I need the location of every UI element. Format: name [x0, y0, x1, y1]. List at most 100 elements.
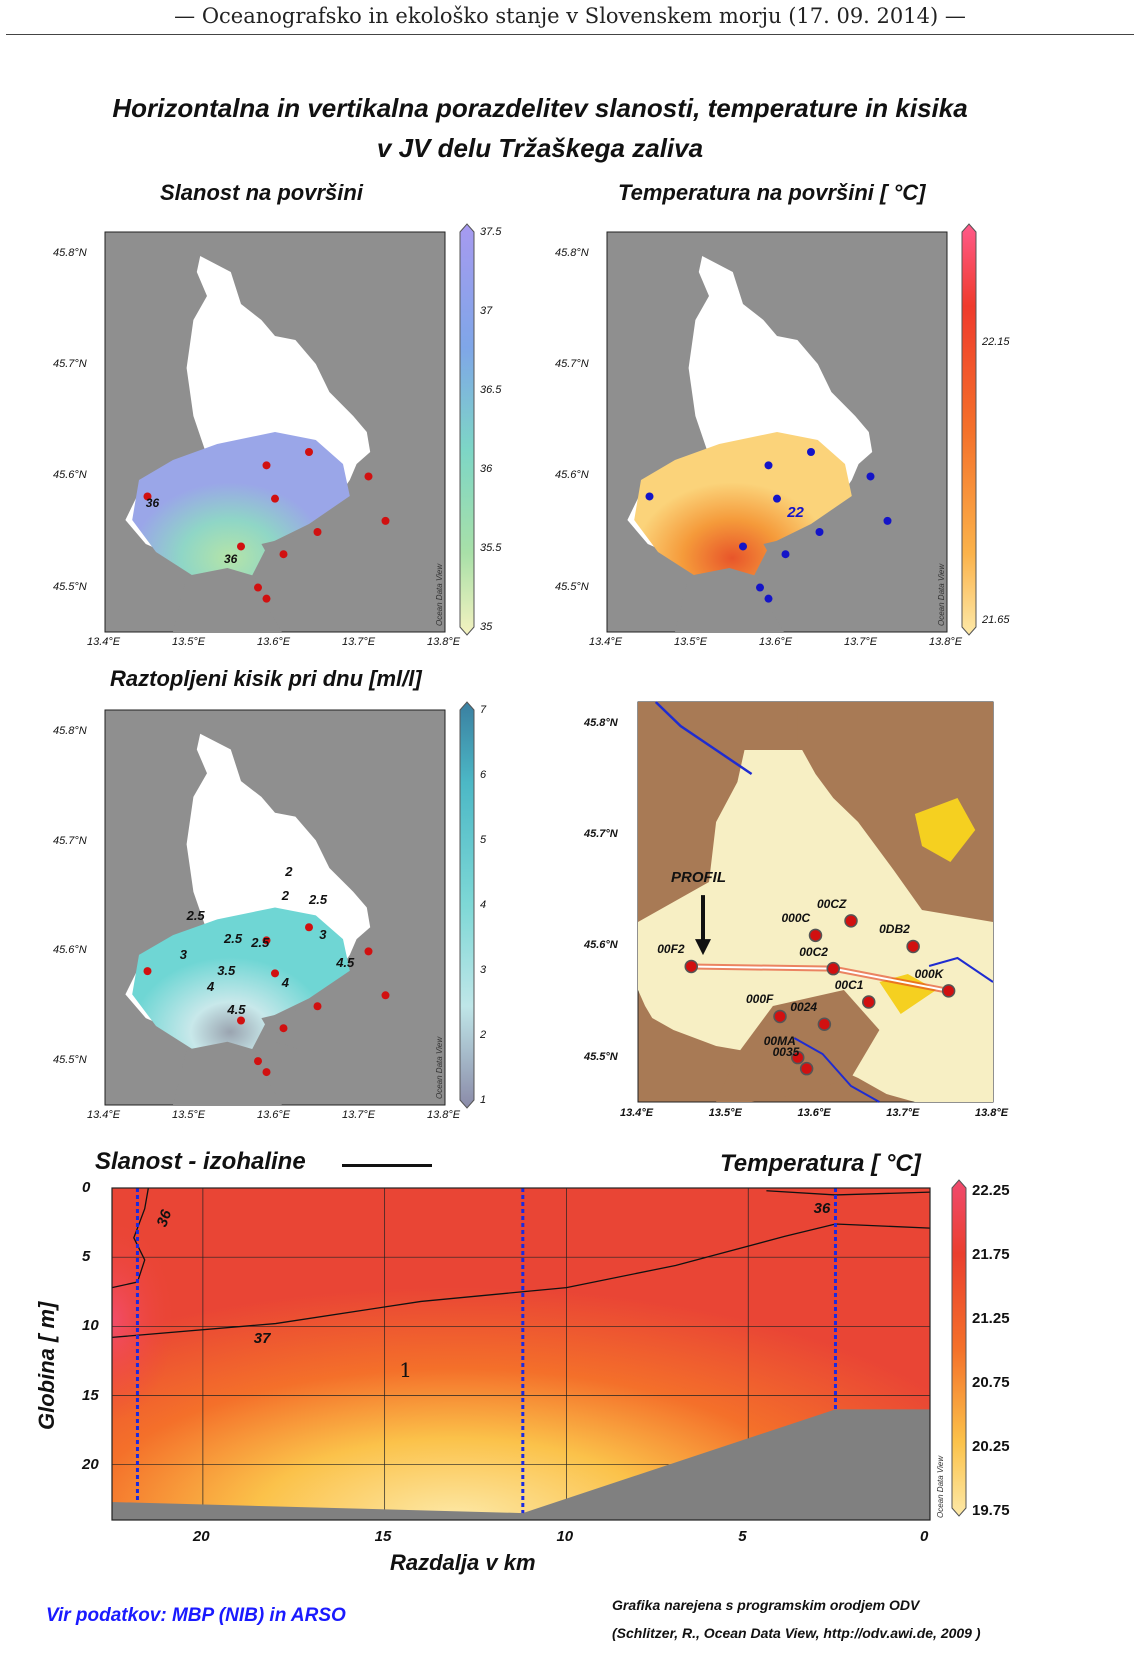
station-dot [254, 1057, 262, 1066]
colorbar-tick-label: 21.75 [972, 1246, 1010, 1263]
map-east-land [797, 702, 993, 922]
lat-tick-label: 45.7°N [53, 358, 87, 371]
station-label: 000K [914, 966, 944, 981]
isohaline-legend-line [342, 1164, 432, 1167]
station-marker [862, 995, 876, 1009]
lon-tick-label: 13.7°E [886, 1107, 920, 1119]
lon-tick-label: 13.8°E [929, 636, 963, 648]
oxygen-contour-label: 4.5 [336, 954, 355, 970]
colorbar-tick-label: 35 [480, 621, 493, 633]
station-marker [941, 984, 956, 998]
station-dot [143, 492, 152, 501]
oxygen-contour-label: 4 [281, 974, 290, 990]
station-dot [756, 583, 764, 592]
colorbar-tick-label: 7 [480, 704, 487, 716]
data-source: Vir podatkov: MBP (NIB) in ARSO [46, 1605, 346, 1626]
colorbar-tick-label: 36.5 [480, 384, 502, 396]
colorbar-tick-label: 20.75 [972, 1374, 1010, 1391]
isohaline-36 [111, 1187, 149, 1289]
piran-cape-land [261, 1010, 316, 1050]
temperature-colorbar [961, 223, 977, 636]
station-dot [305, 448, 313, 456]
oxygen-contour-label: 3 [179, 947, 188, 962]
profil-label: PROFIL [671, 869, 726, 887]
section-y-tick: 0 [82, 1179, 91, 1196]
lon-tick-label: 13.5°E [172, 636, 206, 648]
station-label: 00MA [763, 1033, 796, 1048]
station-dot [313, 1002, 322, 1011]
oxygen-contour-label: 3.5 [217, 962, 236, 978]
south-coast-land [675, 568, 784, 632]
station-marker [906, 939, 920, 954]
colorbar-tick-label: 21.25 [972, 1310, 1010, 1327]
colorbar-tick-label: 35.5 [480, 542, 502, 554]
field-area [634, 432, 852, 600]
section-y-tick: 5 [82, 1248, 91, 1266]
lon-tick-label: 13.5°E [674, 636, 708, 648]
section-title-right: Temperatura [ °C] [720, 1150, 921, 1177]
station-dot [866, 472, 875, 481]
salinity-contour-label: 36 [224, 552, 238, 566]
lat-tick-label: 45.8°N [584, 717, 618, 730]
station-marker [773, 1009, 787, 1024]
map-south-land [716, 990, 880, 1102]
colorbar-tick-label: 5 [480, 834, 487, 846]
station-marker [684, 959, 698, 974]
section-y-tick: 10 [82, 1317, 99, 1335]
lon-tick-label: 13.5°E [708, 1107, 742, 1119]
lon-tick-label: 13.6°E [257, 1109, 291, 1121]
field-area [132, 432, 350, 600]
oxygen-contour-label: 4.5 [227, 1002, 246, 1018]
section-title-left: Slanost - izohaline [95, 1148, 306, 1175]
station-dot [271, 969, 279, 978]
station-dot [815, 528, 824, 536]
station-dot [254, 583, 262, 592]
lon-tick-label: 13.8°E [975, 1107, 1009, 1119]
oxygen-contour-label: 3 [319, 927, 327, 943]
section-x-tick: 0 [920, 1528, 929, 1545]
lon-tick-label: 13.7°E [844, 636, 878, 648]
station-label: 00C1 [834, 978, 864, 992]
section-x-tick: 5 [738, 1528, 747, 1545]
oxygen-contour-label: 4 [207, 978, 215, 994]
salinity-title: Slanost na površini [160, 180, 363, 205]
section-contour-label: 37 [253, 1330, 271, 1348]
station-dot [279, 550, 288, 559]
colorbar-tick-label: 37.5 [480, 226, 502, 238]
colorbar-tick-label: 20.25 [972, 1438, 1010, 1455]
profil-arrow-head [695, 939, 711, 956]
colorbar-body [459, 701, 475, 1109]
piran-cape-land [763, 536, 818, 576]
figure-title-line2: v JV delu Tržaškega zaliva [376, 133, 704, 163]
lat-tick-label: 45.8°N [555, 247, 589, 260]
section-x-tick: 20 [192, 1528, 210, 1545]
lat-tick-label: 45.8°N [53, 724, 87, 737]
section-colorbar [951, 1179, 967, 1517]
oxygen-title: Raztopljeni kisik pri dnu [ml/l] [110, 666, 422, 691]
station-marker [844, 914, 858, 928]
temperature-colorbar-tick: 22.15 [982, 336, 1010, 348]
station-marker [826, 961, 840, 976]
colorbar-body [961, 223, 977, 636]
lon-tick-label: 13.4°E [589, 636, 623, 648]
colorbar-tick-label: 19.75 [972, 1502, 1010, 1519]
oxygen-colorbar [459, 701, 475, 1109]
station-marker [791, 1050, 805, 1065]
station-dot [305, 923, 313, 932]
temperature-colorbar-tick: 21.65 [982, 614, 1010, 626]
station-dot [262, 1068, 271, 1077]
lat-tick-label: 45.5°N [53, 1054, 87, 1067]
station-dot [781, 550, 790, 559]
station-dot [262, 594, 271, 603]
map-west-land [638, 750, 745, 922]
oxygen-contour-label: 2.5 [224, 931, 243, 947]
colorbar-tick-label: 22.25 [972, 1182, 1010, 1199]
lon-tick-label: 13.4°E [620, 1107, 654, 1119]
station-dot [262, 936, 271, 945]
colorbar-tick-label: 6 [480, 769, 487, 781]
river-line [928, 956, 994, 983]
map-gulf [659, 726, 915, 1030]
